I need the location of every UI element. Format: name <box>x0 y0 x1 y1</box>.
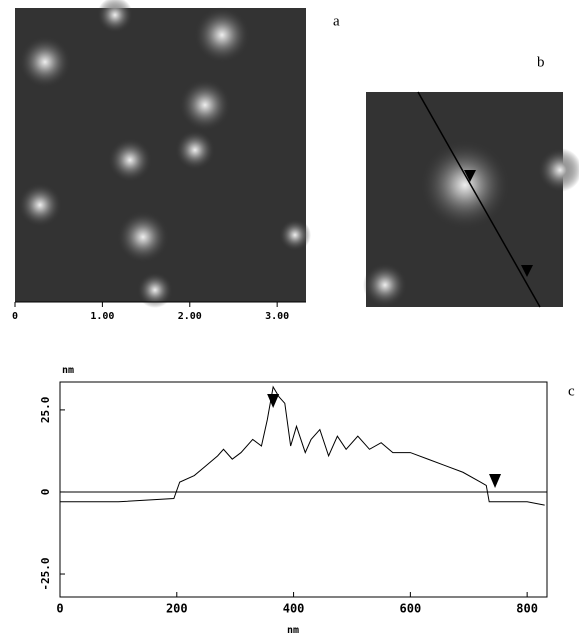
x-tick-label: 0 <box>56 602 63 616</box>
profile-line <box>60 387 545 505</box>
y-tick-label: -25.0 <box>39 557 52 590</box>
panel-label: b <box>537 54 545 70</box>
y-tick-label: 0 <box>39 489 52 496</box>
cursor-marker <box>489 474 501 488</box>
afm-image-b <box>363 92 579 307</box>
x-tick-label: 3.00 <box>265 311 289 322</box>
panel-label: c <box>568 383 575 399</box>
cursor-marker <box>267 394 279 408</box>
figure: a b c nm nm 0 1.00 2.00 3.00 25.0 0 -25.0 0 200 4… <box>0 0 579 637</box>
x-tick-label: 1.00 <box>90 311 114 322</box>
y-unit: nm <box>62 365 74 376</box>
y-tick-label: 25.0 <box>39 397 52 424</box>
x-tick-label: 0 <box>12 311 18 322</box>
x-tick-label: 600 <box>400 602 422 616</box>
x-tick-label: 400 <box>283 602 305 616</box>
x-axis-label: nm <box>287 625 299 636</box>
afm-image-a <box>15 0 311 308</box>
x-tick-label: 2.00 <box>178 311 202 322</box>
plot-frame <box>60 382 547 597</box>
x-tick-label: 200 <box>166 602 188 616</box>
panel-label: a <box>333 13 340 29</box>
x-tick-label: 800 <box>516 602 538 616</box>
